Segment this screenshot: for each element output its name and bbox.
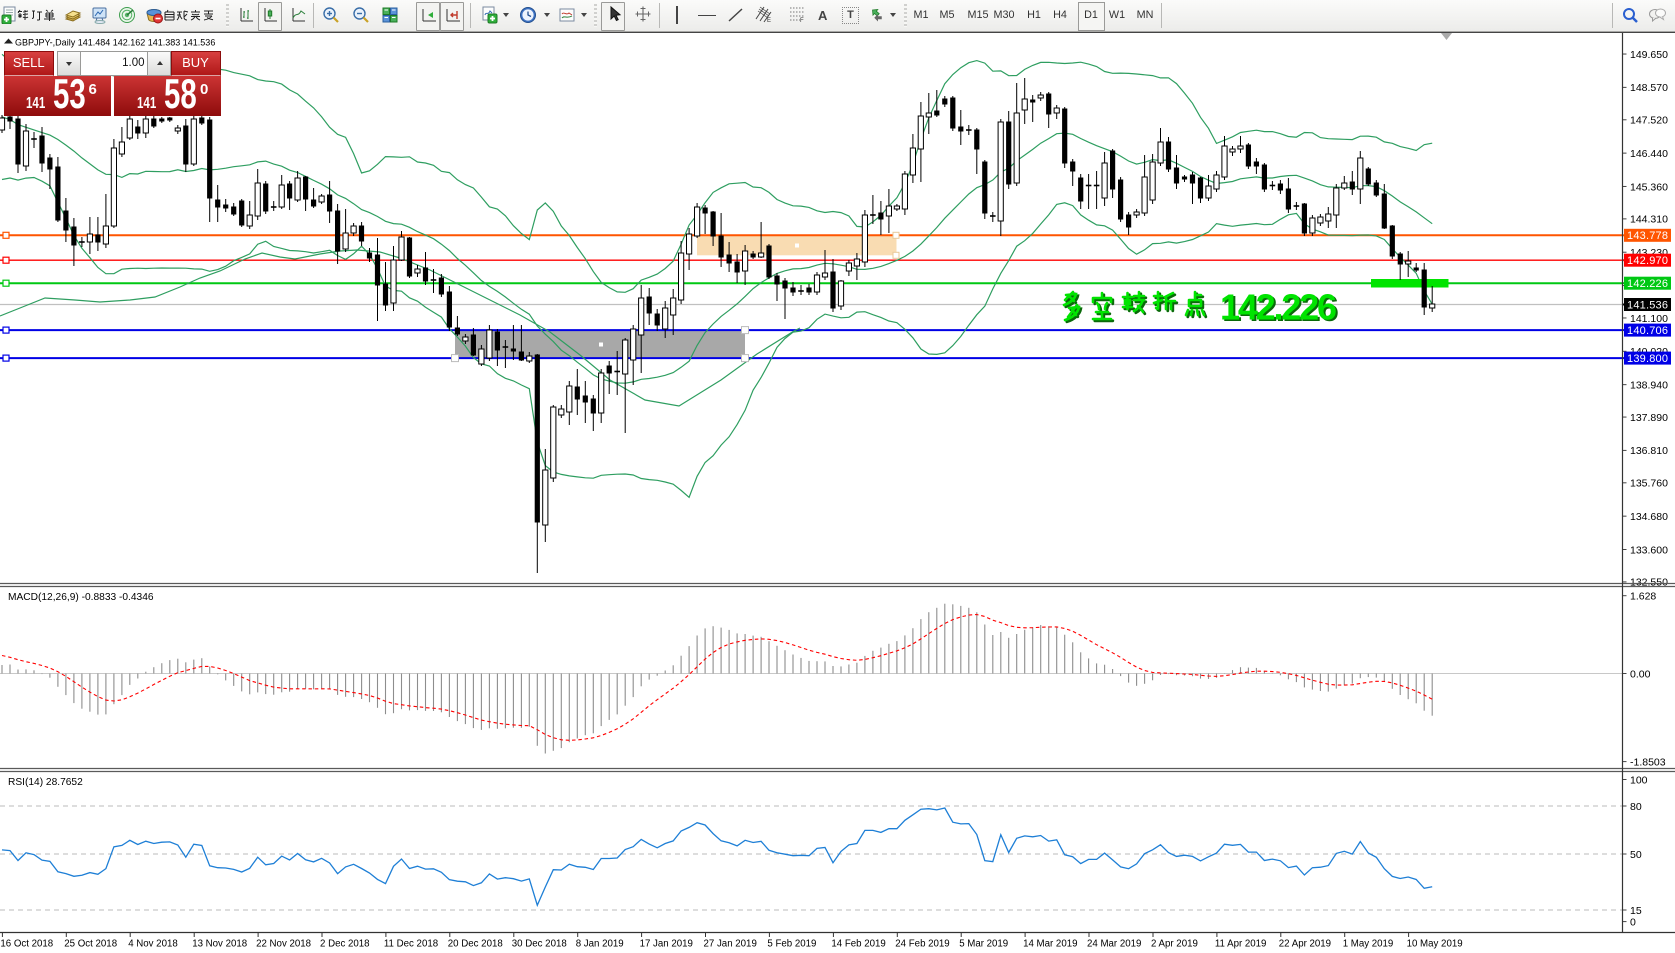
svg-text:142.226: 142.226 [1222,288,1339,329]
svg-text:1 May 2019: 1 May 2019 [1343,939,1394,950]
svg-text:4 Nov 2018: 4 Nov 2018 [128,939,178,950]
svg-text:22 Nov 2018: 22 Nov 2018 [256,939,311,950]
svg-text:-1.8503: -1.8503 [1630,756,1666,768]
svg-text:1.628: 1.628 [1630,591,1656,603]
svg-text:2 Dec 2018: 2 Dec 2018 [320,939,370,950]
svg-text:138.940: 138.940 [1630,379,1668,391]
svg-text:5 Mar 2019: 5 Mar 2019 [959,939,1008,950]
svg-text:24 Mar 2019: 24 Mar 2019 [1087,939,1141,950]
svg-text:0.00: 0.00 [1630,668,1651,680]
svg-text:148.570: 148.570 [1630,82,1668,94]
svg-text:139.800: 139.800 [1627,353,1668,365]
svg-text:16 Oct 2018: 16 Oct 2018 [0,939,53,950]
svg-text:50: 50 [1630,849,1642,861]
svg-text:14 Feb 2019: 14 Feb 2019 [831,939,885,950]
svg-text:142.226: 142.226 [1627,278,1668,290]
svg-text:E: E [767,18,771,23]
svg-text:20 Dec 2018: 20 Dec 2018 [448,939,503,950]
svg-text:144.310: 144.310 [1630,214,1668,226]
svg-text:141.100: 141.100 [1630,313,1668,325]
svg-text:146.440: 146.440 [1630,148,1668,160]
svg-text:11 Apr 2019: 11 Apr 2019 [1215,939,1267,950]
svg-text:17 Jan 2019: 17 Jan 2019 [640,939,693,950]
svg-text:22 Apr 2019: 22 Apr 2019 [1279,939,1331,950]
svg-text:F: F [800,18,804,23]
svg-text:0: 0 [1630,916,1636,928]
svg-text:30 Dec 2018: 30 Dec 2018 [512,939,567,950]
svg-text:133.600: 133.600 [1630,544,1668,556]
svg-text:25 Oct 2018: 25 Oct 2018 [64,939,117,950]
svg-text:136.810: 136.810 [1630,445,1668,457]
svg-text:135.760: 135.760 [1630,478,1668,490]
svg-text:MACD(12,26,9) -0.8833 -0.4346: MACD(12,26,9) -0.8833 -0.4346 [8,592,154,603]
svg-text:13 Nov 2018: 13 Nov 2018 [192,939,247,950]
svg-text:2 Apr 2019: 2 Apr 2019 [1151,939,1198,950]
svg-text:137.890: 137.890 [1630,412,1668,424]
svg-text:15: 15 [1630,905,1642,917]
svg-text:147.520: 147.520 [1630,115,1668,127]
svg-text:24 Feb 2019: 24 Feb 2019 [895,939,949,950]
svg-text:134.680: 134.680 [1630,511,1668,523]
svg-text:10 May 2019: 10 May 2019 [1407,939,1463,950]
svg-text:142.970: 142.970 [1627,255,1668,267]
svg-text:GBPJPY-,Daily 141.484 142.162: GBPJPY-,Daily 141.484 142.162 141.383 14… [15,38,215,48]
svg-text:RSI(14) 28.7652: RSI(14) 28.7652 [8,777,83,788]
svg-text:100: 100 [1630,774,1648,786]
svg-text:132.550: 132.550 [1630,577,1668,589]
svg-text:142.226: 142.226 [1220,287,1337,328]
svg-text:140.706: 140.706 [1627,325,1668,337]
svg-text:80: 80 [1630,801,1642,813]
svg-text:143.778: 143.778 [1627,230,1668,242]
svg-text:11 Dec 2018: 11 Dec 2018 [384,939,438,950]
svg-text:27 Jan 2019: 27 Jan 2019 [704,939,757,950]
svg-text:145.360: 145.360 [1630,181,1668,193]
svg-text:14 Mar 2019: 14 Mar 2019 [1023,939,1077,950]
svg-text:149.650: 149.650 [1630,49,1668,61]
svg-text:8 Jan 2019: 8 Jan 2019 [576,939,624,950]
svg-text:5 Feb 2019: 5 Feb 2019 [767,939,816,950]
svg-text:141.536: 141.536 [1627,299,1668,311]
